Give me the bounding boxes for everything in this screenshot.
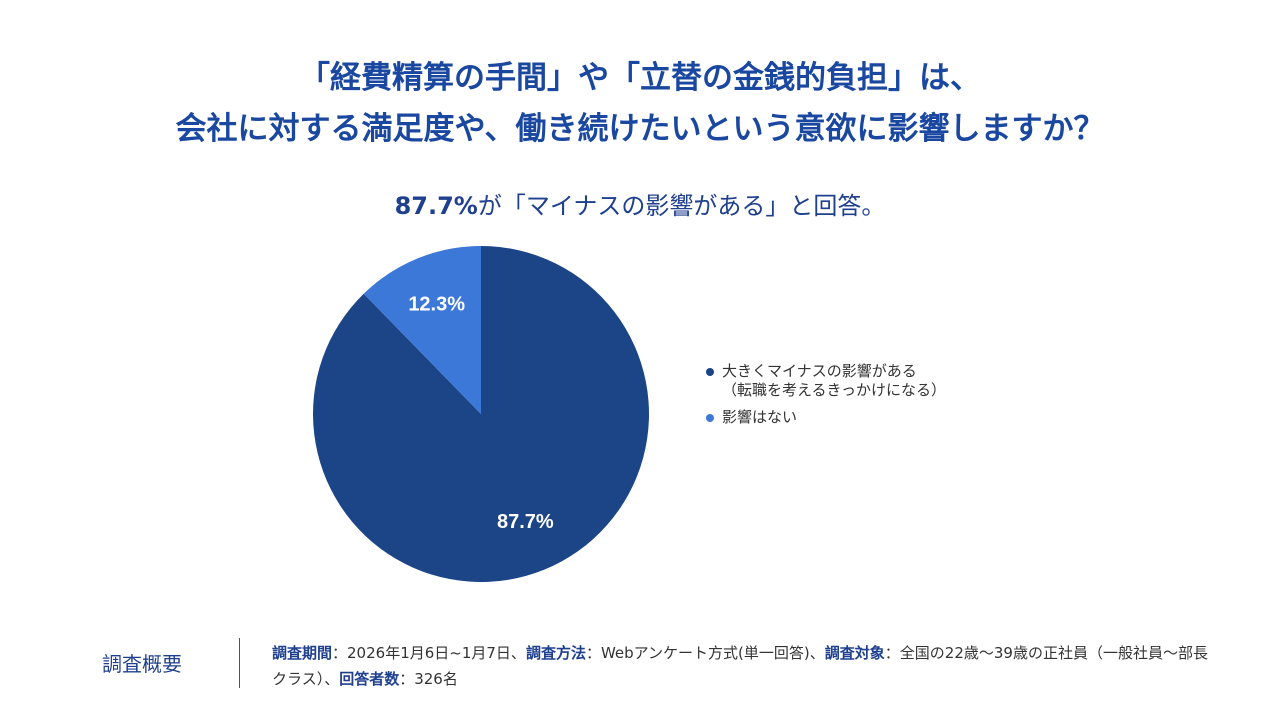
footer-label: 調査概要 — [102, 652, 182, 676]
footer-key: 回答者数 — [339, 670, 400, 688]
pie-slice — [363, 246, 481, 414]
subtitle-highlight: 87.7% — [394, 192, 478, 220]
value-label: 12.3% — [408, 293, 465, 315]
footer-key: 調査方法 — [525, 644, 586, 662]
legend-label: 影響はない — [722, 408, 798, 426]
footer-value: ：326名 — [399, 670, 458, 688]
legend: 大きくマイナスの影響がある （転職を考えるきっかけになる） 影響はない — [706, 362, 946, 435]
subtitle: 87.7%が「マイナスの影響がある」と回答。 — [0, 186, 1280, 221]
footer-value: ：2026年1月6日~1月7日、 — [332, 644, 526, 662]
legend-item: 影響はない — [706, 408, 946, 427]
title-line: 「経費精算の手間」や「立替の金銭的負担」は、 — [299, 60, 981, 96]
footer-text: 調査期間：2026年1月6日~1月7日、調査方法：Webアンケート方式(単一回答… — [272, 640, 1212, 692]
legend-marker — [706, 368, 714, 376]
value-label: 87.7% — [497, 511, 554, 533]
legend-marker — [706, 414, 714, 422]
footer-value: ：Webアンケート方式(単一回答)、 — [585, 644, 825, 662]
title-line: 会社に対する満足度や、働き続けたいという意欲に影響しますか？ — [175, 111, 1105, 147]
legend-item: 大きくマイナスの影響がある （転職を考えるきっかけになる） — [706, 362, 946, 400]
subtitle-text: が「マイナスの影響がある」と回答。 — [477, 192, 886, 220]
legend-label: 大きくマイナスの影響がある （転職を考えるきっかけになる） — [722, 362, 946, 399]
footer-key: 調査期間 — [272, 644, 333, 662]
footer-separator — [239, 638, 240, 688]
footer-value: ：全国の22歳〜39歳の正社員（一般社員〜部長クラス）、 — [272, 644, 1208, 688]
pie-slice — [312, 246, 649, 583]
footer-key: 調査対象 — [824, 644, 885, 662]
